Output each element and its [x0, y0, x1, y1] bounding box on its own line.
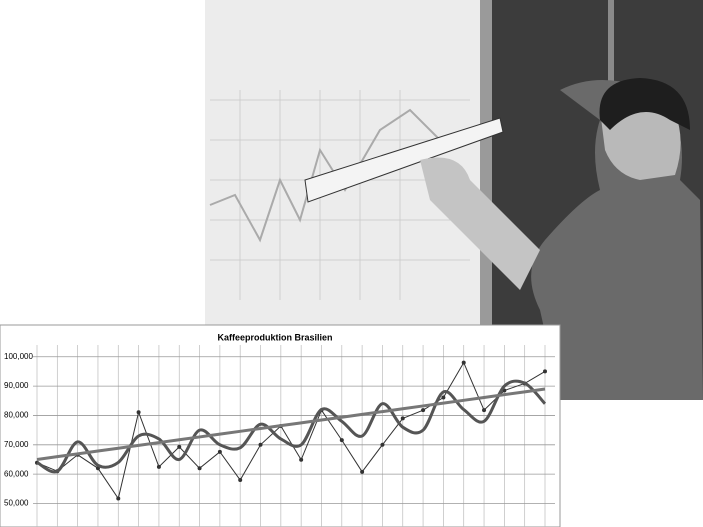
data-point — [217, 449, 222, 454]
data-point — [339, 438, 344, 443]
data-point — [238, 478, 243, 483]
y-tick-label: 80,000 — [4, 411, 29, 420]
data-point — [156, 464, 161, 469]
arm — [420, 157, 540, 290]
series-line — [36, 361, 546, 500]
data-point — [380, 442, 385, 447]
y-tick-label: 100,000 — [4, 352, 33, 361]
data-point — [360, 469, 365, 474]
data-point — [400, 416, 405, 421]
data-point — [258, 442, 263, 447]
data-point — [421, 408, 426, 413]
y-tick-label: 90,000 — [4, 381, 29, 390]
y-tick-label: 50,000 — [4, 499, 29, 508]
ruler — [304, 117, 504, 203]
data-point — [116, 496, 121, 501]
series-line — [36, 387, 546, 461]
y-tick-label: 60,000 — [4, 469, 29, 478]
data-point — [461, 360, 466, 365]
y-tick-label: 70,000 — [4, 440, 29, 449]
data-point — [543, 369, 547, 374]
photo — [205, 0, 703, 400]
series-line — [36, 379, 547, 474]
data-point — [299, 457, 304, 462]
data-point — [136, 410, 141, 415]
data-point — [441, 395, 446, 400]
hair — [599, 78, 690, 130]
data-point — [177, 444, 182, 449]
data-point — [482, 408, 487, 413]
whiteboard-grid — [210, 90, 470, 300]
chart-title: Kaffeeproduktion Brasilien — [217, 332, 332, 342]
board-frame — [480, 0, 492, 325]
data-point — [197, 466, 202, 471]
plot: 50,000 60,000 70,000 80,000 90,000 100,000 — [4, 345, 555, 527]
